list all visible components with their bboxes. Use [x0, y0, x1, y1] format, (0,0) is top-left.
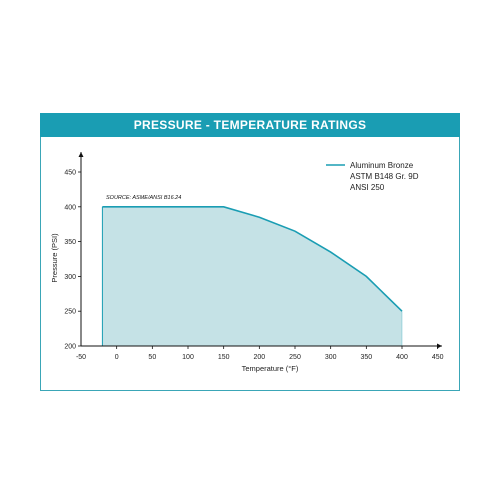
- x-tick-label-0: -50: [76, 354, 86, 361]
- x-tick-label-10: 450: [432, 354, 444, 361]
- x-tick-label-2: 50: [148, 354, 156, 361]
- x-tick-label-8: 350: [360, 354, 372, 361]
- x-tick-label-3: 100: [182, 354, 194, 361]
- x-tick-label-5: 200: [253, 354, 265, 361]
- x-tick-label-9: 400: [396, 354, 408, 361]
- series-area-fill: [102, 206, 403, 346]
- x-tick-label-1: 0: [115, 354, 119, 361]
- legend-line-3: ANSI 250: [350, 183, 385, 192]
- y-tick-label-5: 450: [64, 170, 76, 177]
- legend: Aluminum Bronze ASTM B148 Gr. 9D ANSI 25…: [326, 161, 419, 192]
- x-tick-label-7: 300: [325, 354, 337, 361]
- chart-title: PRESSURE - TEMPERATURE RATINGS: [40, 113, 460, 137]
- y-tick-label-4: 400: [64, 204, 76, 211]
- legend-line-1: Aluminum Bronze: [350, 161, 414, 170]
- x-tick-label-4: 150: [218, 354, 230, 361]
- y-tick-label-2: 300: [64, 274, 76, 281]
- y-axis-title: Pressure (PSI): [50, 233, 59, 283]
- y-tick-label-3: 350: [64, 239, 76, 246]
- source-note: SOURCE: ASME/ANSI B16.24: [106, 195, 181, 201]
- y-tick-label-0: 200: [64, 344, 76, 351]
- plot-area: -50 0 50 100 150 200 250 300 350 400 450 200 250 300 3…: [64, 152, 444, 361]
- x-axis-title: Temperature (°F): [242, 364, 299, 373]
- x-tick-label-6: 250: [289, 354, 301, 361]
- x-axis-arrow: [437, 343, 442, 349]
- legend-line-2: ASTM B148 Gr. 9D: [350, 172, 419, 181]
- y-axis-arrow: [78, 152, 84, 157]
- y-tick-label-1: 250: [64, 309, 76, 316]
